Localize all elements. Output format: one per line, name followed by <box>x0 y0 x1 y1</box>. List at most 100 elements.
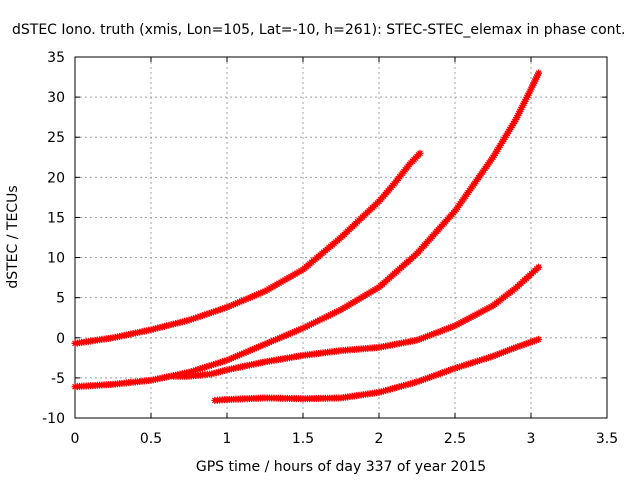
data-point <box>297 325 305 333</box>
data-point <box>510 344 518 352</box>
data-point <box>436 370 444 378</box>
data-point <box>314 317 322 325</box>
data-point <box>194 365 202 373</box>
data-point <box>482 354 490 362</box>
data-point <box>426 373 434 381</box>
data-point <box>223 356 231 364</box>
y-tick-label: 10 <box>47 251 65 267</box>
data-point <box>192 314 200 322</box>
data-point <box>214 359 222 367</box>
data-point <box>291 328 299 336</box>
data-point <box>331 309 339 317</box>
data-point <box>443 367 451 375</box>
data-point <box>428 331 436 339</box>
data-point <box>430 330 438 338</box>
data-point <box>530 79 538 87</box>
data-point <box>185 368 193 376</box>
data-point <box>250 292 258 300</box>
data-point <box>238 350 246 358</box>
data-point <box>440 368 448 376</box>
data-point <box>520 340 528 348</box>
data-point <box>274 335 282 343</box>
data-point <box>532 75 540 83</box>
data-point <box>244 347 252 355</box>
data-point <box>246 293 254 301</box>
data-point <box>205 362 213 370</box>
series-3 <box>170 263 543 380</box>
data-point <box>320 314 328 322</box>
data-point <box>187 315 195 323</box>
data-point <box>529 81 537 89</box>
plot-frame <box>74 56 608 419</box>
data-point <box>255 343 263 351</box>
data-point <box>451 364 459 372</box>
data-point <box>485 304 493 312</box>
data-point <box>229 354 237 362</box>
data-point <box>449 365 457 373</box>
data-point <box>259 341 267 349</box>
data-point <box>528 338 536 346</box>
data-point <box>525 89 533 97</box>
data-point <box>253 344 261 352</box>
data-point <box>426 331 434 339</box>
data-point <box>473 357 481 365</box>
data-point <box>430 372 438 380</box>
data-point <box>219 305 227 313</box>
data-point <box>501 347 509 355</box>
data-point <box>493 351 501 359</box>
data-point <box>205 309 213 317</box>
data-point <box>246 346 254 354</box>
data-point <box>518 103 526 111</box>
data-point <box>240 349 248 357</box>
x-tick-label: 1 <box>223 431 232 447</box>
data-point <box>424 374 432 382</box>
data-point <box>469 312 477 320</box>
data-point <box>216 358 224 366</box>
data-point <box>533 73 541 81</box>
data-point <box>416 149 424 157</box>
x-axis-label: GPS time / hours of day 337 of year 2015 <box>196 459 486 475</box>
data-point <box>514 343 522 351</box>
data-point <box>214 306 222 314</box>
data-point <box>421 333 429 341</box>
data-point <box>485 354 493 362</box>
data-point <box>424 332 432 340</box>
data-point <box>210 360 218 368</box>
data-point <box>445 324 453 332</box>
x-tick-label: 0 <box>71 431 80 447</box>
data-point <box>436 327 444 335</box>
data-point <box>464 360 472 368</box>
data-point <box>244 294 252 302</box>
x-tick-label: 1.5 <box>292 431 314 447</box>
data-point <box>469 359 477 367</box>
data-point <box>198 364 206 372</box>
data-point <box>196 365 204 373</box>
y-tick-label: 0 <box>56 331 65 347</box>
data-point <box>475 309 483 317</box>
data-point <box>524 91 532 99</box>
data-point <box>434 370 442 378</box>
data-point <box>284 330 292 338</box>
data-point <box>523 93 531 101</box>
data-point <box>428 373 436 381</box>
data-point <box>234 299 242 307</box>
data-point <box>527 85 535 93</box>
data-point <box>203 363 211 371</box>
data-point <box>415 377 423 385</box>
data-point <box>504 347 512 355</box>
data-point <box>312 318 320 326</box>
data-point <box>438 327 446 335</box>
data-point <box>535 263 543 271</box>
data-point <box>413 336 421 344</box>
data-point <box>479 307 487 315</box>
data-point <box>248 346 256 354</box>
data-point <box>187 368 195 376</box>
data-point <box>293 327 301 335</box>
y-tick-label: 5 <box>56 291 65 307</box>
data-point <box>417 376 425 384</box>
data-point <box>516 342 524 350</box>
data-point <box>242 348 250 356</box>
data-marks <box>71 69 543 404</box>
series-2 <box>71 69 543 391</box>
